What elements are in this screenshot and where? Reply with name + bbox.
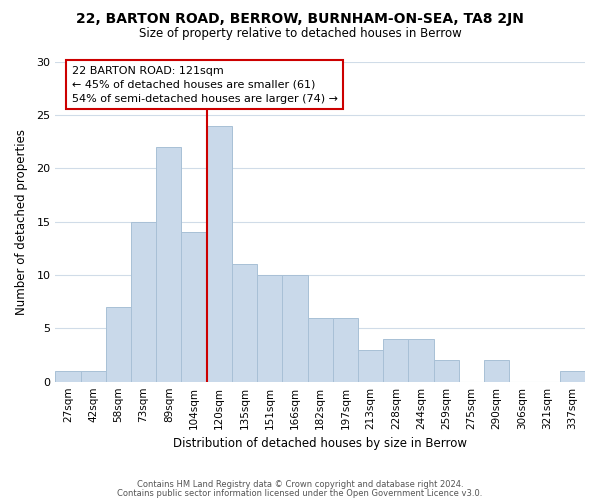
Bar xyxy=(232,264,257,382)
Bar xyxy=(484,360,509,382)
Bar xyxy=(156,147,181,382)
Bar xyxy=(358,350,383,382)
Bar xyxy=(434,360,459,382)
Bar xyxy=(181,232,206,382)
Bar xyxy=(409,339,434,382)
Text: Contains HM Land Registry data © Crown copyright and database right 2024.: Contains HM Land Registry data © Crown c… xyxy=(137,480,463,489)
X-axis label: Distribution of detached houses by size in Berrow: Distribution of detached houses by size … xyxy=(173,437,467,450)
Bar xyxy=(106,307,131,382)
Bar xyxy=(383,339,409,382)
Text: Size of property relative to detached houses in Berrow: Size of property relative to detached ho… xyxy=(139,28,461,40)
Y-axis label: Number of detached properties: Number of detached properties xyxy=(15,128,28,314)
Bar xyxy=(283,275,308,382)
Text: 22, BARTON ROAD, BERROW, BURNHAM-ON-SEA, TA8 2JN: 22, BARTON ROAD, BERROW, BURNHAM-ON-SEA,… xyxy=(76,12,524,26)
Bar xyxy=(308,318,333,382)
Bar xyxy=(257,275,283,382)
Text: Contains public sector information licensed under the Open Government Licence v3: Contains public sector information licen… xyxy=(118,488,482,498)
Bar xyxy=(333,318,358,382)
Text: 22 BARTON ROAD: 121sqm
← 45% of detached houses are smaller (61)
54% of semi-det: 22 BARTON ROAD: 121sqm ← 45% of detached… xyxy=(72,66,338,104)
Bar xyxy=(560,371,585,382)
Bar xyxy=(80,371,106,382)
Bar xyxy=(131,222,156,382)
Bar xyxy=(55,371,80,382)
Bar xyxy=(206,126,232,382)
